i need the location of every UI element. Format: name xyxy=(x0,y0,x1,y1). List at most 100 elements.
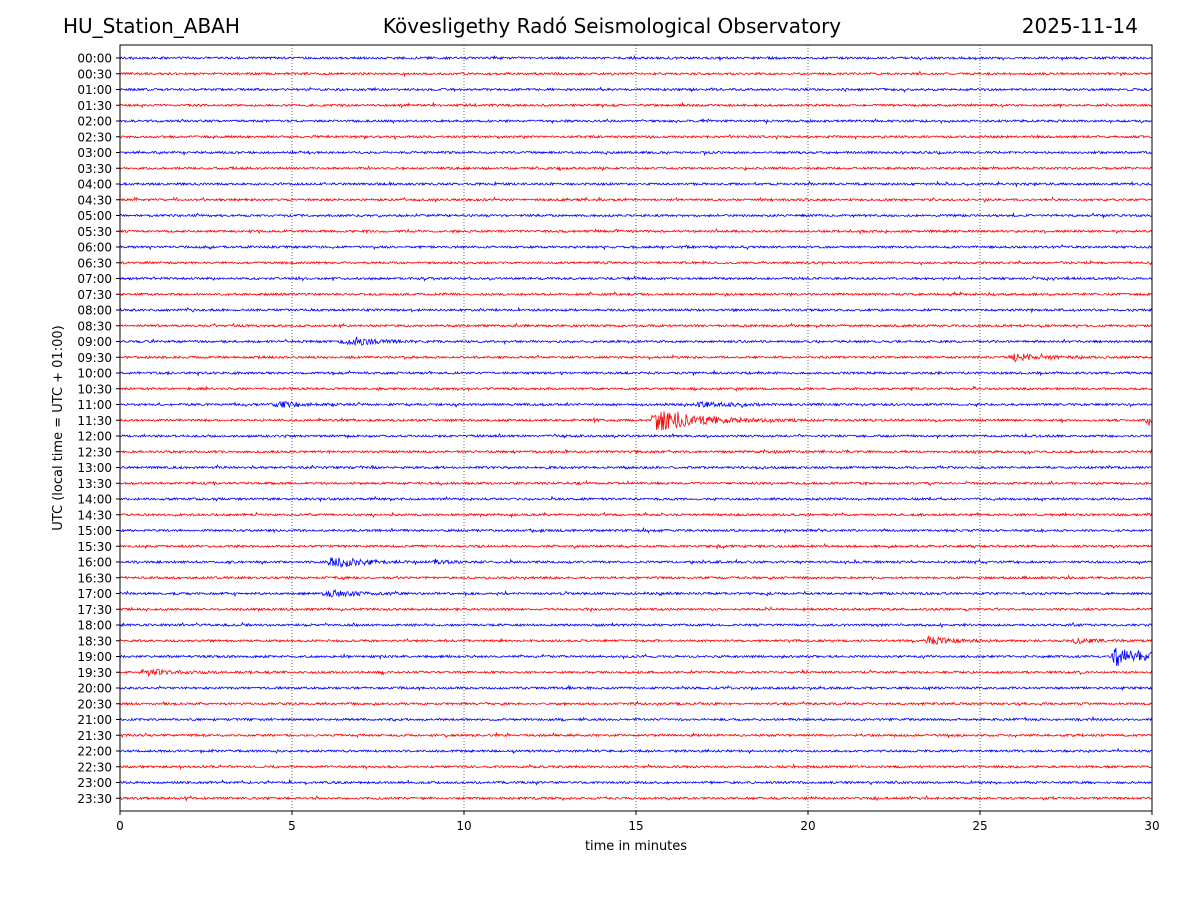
trace-1700 xyxy=(119,588,1153,598)
trace-2330 xyxy=(120,795,1153,802)
trace-1600 xyxy=(120,557,1152,569)
trace-1230 xyxy=(119,448,1153,455)
trace-0730 xyxy=(119,290,1153,298)
trace-0930 xyxy=(119,352,1153,363)
trace-0030 xyxy=(119,70,1153,78)
trace-1400 xyxy=(119,495,1153,503)
x-tick-label: 5 xyxy=(288,819,296,833)
trace-1930 xyxy=(119,668,1153,678)
trace-2030 xyxy=(120,700,1153,707)
x-tick-label: 15 xyxy=(628,819,643,833)
x-tick-label: 10 xyxy=(456,819,471,833)
trace-1330 xyxy=(119,479,1153,487)
y-tick-label: 23:00 xyxy=(77,776,112,790)
y-tick-label: 11:30 xyxy=(77,414,112,428)
y-tick-label: 19:30 xyxy=(77,666,112,680)
y-tick-label: 11:00 xyxy=(77,398,112,412)
trace-0500 xyxy=(119,212,1153,220)
y-tick-label: 13:30 xyxy=(77,477,112,491)
y-tick-label: 19:00 xyxy=(77,650,112,664)
trace-0630 xyxy=(119,259,1153,266)
y-tick-label: 06:30 xyxy=(77,256,112,270)
y-tick-label: 06:00 xyxy=(77,241,112,255)
y-tick-label: 14:00 xyxy=(77,493,112,507)
y-tick-label: 03:00 xyxy=(77,146,112,160)
y-tick-label: 00:30 xyxy=(77,67,112,81)
y-tick-label: 10:00 xyxy=(77,367,112,381)
trace-0330 xyxy=(119,165,1153,172)
y-tick-label: 16:30 xyxy=(77,571,112,585)
y-tick-label: 02:00 xyxy=(77,115,112,129)
y-tick-label: 18:00 xyxy=(77,619,112,633)
y-tick-label: 21:00 xyxy=(77,713,112,727)
y-tick-label: 00:00 xyxy=(77,52,112,66)
y-tick-label: 15:30 xyxy=(77,540,112,554)
y-tick-label: 01:30 xyxy=(77,99,112,113)
y-tick-label: 17:00 xyxy=(77,587,112,601)
trace-0100 xyxy=(119,86,1153,93)
x-tick-label: 25 xyxy=(972,819,987,833)
y-tick-label: 21:30 xyxy=(77,729,112,743)
trace-0430 xyxy=(119,196,1153,203)
trace-0800 xyxy=(119,306,1153,314)
y-tick-label: 15:00 xyxy=(77,524,112,538)
trace-0530 xyxy=(119,228,1153,235)
trace-0200 xyxy=(119,118,1153,125)
y-tick-label: 17:30 xyxy=(77,603,112,617)
trace-1830 xyxy=(119,635,1153,645)
y-tick-label: 04:00 xyxy=(77,178,112,192)
trace-1630 xyxy=(119,574,1153,581)
y-tick-label: 07:30 xyxy=(77,288,112,302)
trace-1800 xyxy=(119,621,1153,629)
trace-1530 xyxy=(119,542,1153,550)
station-title: HU_Station_ABAH xyxy=(63,14,240,38)
x-tick-label: 30 xyxy=(1144,819,1159,833)
trace-1030 xyxy=(119,385,1153,392)
trace-0130 xyxy=(119,101,1153,109)
y-tick-label: 05:00 xyxy=(77,209,112,223)
y-tick-label: 14:30 xyxy=(77,508,112,522)
trace-2130 xyxy=(119,731,1153,739)
y-tick-label: 20:30 xyxy=(77,697,112,711)
trace-2100 xyxy=(119,715,1153,723)
y-tick-label: 12:30 xyxy=(77,445,112,459)
trace-2000 xyxy=(119,684,1153,692)
y-tick-label: 05:30 xyxy=(77,225,112,239)
trace-0300 xyxy=(119,149,1153,157)
y-tick-label: 08:30 xyxy=(77,319,112,333)
trace-0700 xyxy=(119,274,1153,282)
trace-1500 xyxy=(120,526,1153,534)
observatory-title: Kövesligethy Radó Seismological Observat… xyxy=(382,14,842,38)
x-tick-label: 0 xyxy=(116,819,124,833)
trace-1900 xyxy=(119,647,1153,666)
date-label: 2025-11-14 xyxy=(1021,14,1138,38)
y-tick-label: 09:30 xyxy=(77,351,112,365)
y-tick-label: 09:00 xyxy=(77,335,112,349)
trace-0400 xyxy=(119,180,1153,188)
y-tick-label: 10:30 xyxy=(77,382,112,396)
y-tick-label: 22:30 xyxy=(77,760,112,774)
y-tick-label: 01:00 xyxy=(77,83,112,97)
y-tick-label: 12:00 xyxy=(77,430,112,444)
y-tick-label: 07:00 xyxy=(77,272,112,286)
y-tick-label: 02:30 xyxy=(77,130,112,144)
trace-1100 xyxy=(119,400,1153,409)
y-tick-label: 08:00 xyxy=(77,304,112,318)
y-tick-label: 20:00 xyxy=(77,682,112,696)
trace-0900 xyxy=(119,336,1153,347)
trace-1000 xyxy=(119,369,1153,377)
trace-1200 xyxy=(119,432,1153,440)
y-tick-label: 23:30 xyxy=(77,792,112,806)
y-tick-label: 18:30 xyxy=(77,634,112,648)
y-tick-label: 03:30 xyxy=(77,162,112,176)
y-tick-label: 13:00 xyxy=(77,461,112,475)
trace-1430 xyxy=(119,511,1153,519)
y-tick-label: 22:00 xyxy=(77,745,112,759)
trace-2300 xyxy=(119,778,1153,786)
x-tick-label: 20 xyxy=(800,819,815,833)
x-axis-label: time in minutes xyxy=(585,839,687,854)
trace-1730 xyxy=(119,606,1153,613)
trace-0830 xyxy=(119,322,1153,329)
trace-0230 xyxy=(119,134,1153,141)
